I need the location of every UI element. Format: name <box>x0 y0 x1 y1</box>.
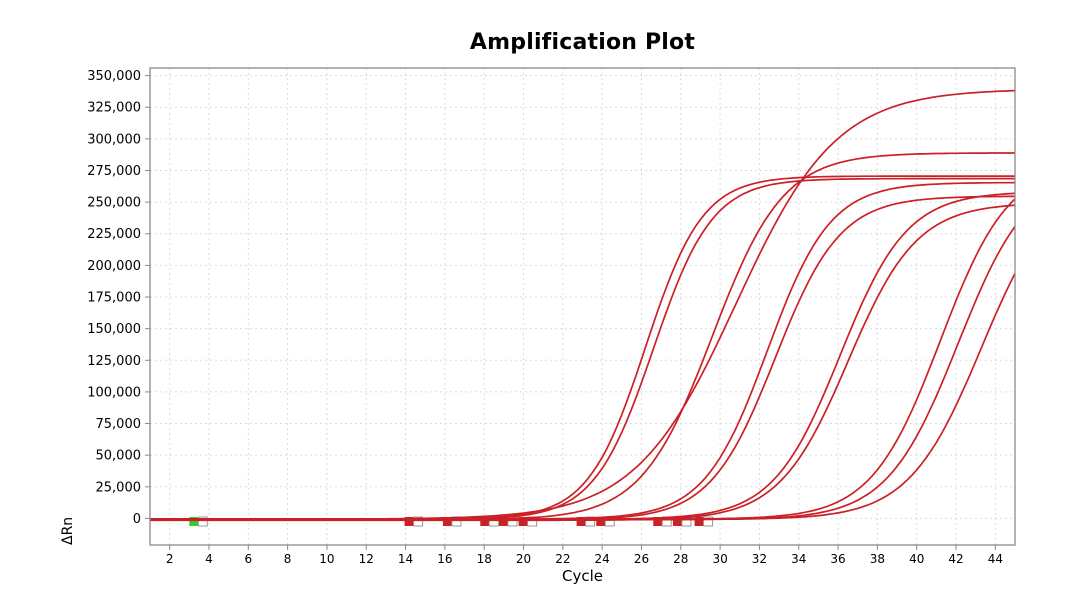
baseline-marker-red <box>480 517 490 526</box>
amplification-curve-curve-8 <box>150 204 1015 522</box>
amplification-curve-curve-2 <box>150 177 1015 521</box>
amplification-curve-curve-6 <box>150 195 1015 521</box>
x-tick-label: 36 <box>830 552 845 566</box>
amplification-curve-curve-4 <box>150 152 1015 521</box>
y-tick-label: 50,000 <box>96 449 142 464</box>
baseline-marker-white <box>703 516 714 527</box>
baseline-marker-red <box>498 517 508 526</box>
y-tick-label: 250,000 <box>87 196 141 211</box>
x-tick-label: 34 <box>791 552 806 566</box>
plot-border <box>149 67 1016 546</box>
y-tick-label: 150,000 <box>87 322 141 337</box>
baseline-marker-white <box>197 516 208 527</box>
y-tick-label: 300,000 <box>87 132 141 147</box>
x-tick-label: 38 <box>870 552 885 566</box>
y-tick-label: 275,000 <box>87 164 141 179</box>
x-tick-label: 10 <box>319 552 334 566</box>
y-tick-label: 200,000 <box>87 259 141 274</box>
x-tick-label: 2 <box>166 552 174 566</box>
y-tick-label: 125,000 <box>87 354 141 369</box>
amplification-curve-curve-11 <box>150 273 1015 521</box>
amplification-curve-curve-1 <box>150 175 1015 520</box>
baseline-marker-red <box>442 517 452 526</box>
baseline-marker-white <box>585 516 596 527</box>
baseline-marker-red <box>694 517 704 526</box>
y-tick-label: 325,000 <box>87 101 141 116</box>
baseline-marker-red <box>518 517 528 526</box>
amplification-curve-curve-9 <box>150 198 1015 521</box>
y-tick-label: 0 <box>133 512 141 527</box>
y-tick-label: 175,000 <box>87 291 141 306</box>
x-tick-label: 16 <box>437 552 452 566</box>
x-tick-label: 6 <box>244 552 252 566</box>
x-tick-label: 18 <box>477 552 492 566</box>
amplification-curve-curve-5 <box>150 181 1015 520</box>
x-tick-label: 40 <box>909 552 924 566</box>
baseline-marker-red <box>672 517 682 526</box>
x-tick-label: 42 <box>948 552 963 566</box>
baseline-marker-green <box>189 517 199 526</box>
y-tick-label: 100,000 <box>87 385 141 400</box>
y-tick-label: 350,000 <box>87 69 141 84</box>
x-tick-label: 30 <box>712 552 727 566</box>
y-tick-label: 25,000 <box>96 480 142 495</box>
baseline-marker-red <box>596 517 606 526</box>
x-tick-label: 20 <box>516 552 531 566</box>
x-tick-label: 22 <box>555 552 570 566</box>
x-tick-label: 26 <box>634 552 649 566</box>
baseline-marker-red <box>404 517 414 526</box>
y-tick-label: 225,000 <box>87 227 141 242</box>
x-tick-label: 14 <box>398 552 413 566</box>
amplification-curve-curve-10 <box>150 226 1015 521</box>
x-tick-label: 12 <box>359 552 374 566</box>
amplification-curve-curve-7 <box>150 192 1015 521</box>
x-tick-label: 32 <box>752 552 767 566</box>
x-tick-label: 44 <box>988 552 1003 566</box>
x-axis-title: Cycle <box>562 567 603 585</box>
x-tick-label: 8 <box>284 552 292 566</box>
x-tick-label: 24 <box>595 552 610 566</box>
y-tick-label: 75,000 <box>96 417 142 432</box>
x-tick-label: 4 <box>205 552 213 566</box>
baseline-marker-white <box>413 516 424 527</box>
chart-title: Amplification Plot <box>469 30 696 55</box>
baseline-marker-red <box>653 517 663 526</box>
x-tick-label: 28 <box>673 552 688 566</box>
baseline-marker-red <box>576 517 586 526</box>
